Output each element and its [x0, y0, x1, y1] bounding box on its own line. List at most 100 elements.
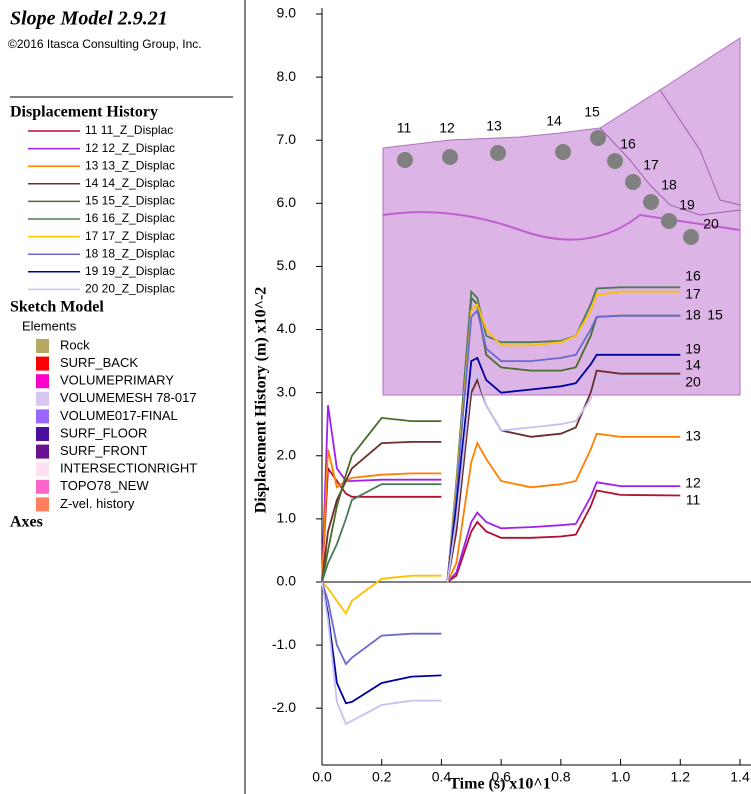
inset-label: 20: [703, 216, 719, 232]
y-tick-label: 9.0: [277, 5, 297, 21]
inset-label: 14: [546, 113, 562, 129]
slope-region: [382, 37, 741, 396]
element-label: VOLUMEPRIMARY: [60, 373, 174, 388]
inset-label: 17: [643, 157, 659, 173]
x-tick-label: 0.8: [551, 769, 571, 785]
element-swatch: [36, 374, 49, 389]
y-tick-label: 3.0: [277, 383, 297, 399]
x-tick-label: 0.6: [491, 769, 511, 785]
inset-model: [382, 37, 741, 396]
element-swatch: [36, 479, 49, 494]
inset-label: 15: [584, 104, 600, 120]
inset-label: 18: [661, 177, 677, 193]
end-label: 17: [685, 286, 701, 302]
x-tick-label: 0.0: [312, 769, 332, 785]
inset-dot: [683, 229, 699, 245]
inset-dot: [442, 149, 458, 165]
element-label: VOLUMEMESH 78-017: [60, 390, 197, 405]
inset-dot: [607, 153, 623, 169]
legend-title: Displacement History: [10, 104, 158, 121]
legend-label: 16 16_Z_Displac: [85, 211, 175, 225]
axes-label: Axes: [10, 514, 43, 531]
element-swatch: [36, 391, 49, 406]
y-tick-label: 2.0: [277, 446, 297, 462]
legend-label: 20 20_Z_Displac: [85, 282, 175, 296]
series-line: [321, 308, 681, 666]
inset-dot: [555, 144, 571, 160]
element-label: SURF_BACK: [60, 355, 138, 370]
inset-label: 12: [439, 120, 455, 136]
element-label: Z-vel. history: [60, 496, 135, 511]
y-tick-label: -2.0: [272, 699, 296, 715]
x-tick-label: 0.2: [372, 769, 392, 785]
element-swatch: [36, 409, 49, 424]
x-axis-label: Time (s) x10^1: [449, 776, 550, 793]
x-tick-label: 1.2: [671, 769, 691, 785]
inset-label: 13: [486, 118, 502, 134]
inset-dot: [590, 130, 606, 146]
y-tick-label: 7.0: [277, 131, 297, 147]
end-label: 14: [685, 357, 701, 373]
element-label: SURF_FLOOR: [60, 425, 147, 440]
end-label: 11: [686, 492, 701, 508]
slip-line: [659, 89, 741, 206]
y-tick-label: 5.0: [277, 257, 297, 273]
end-label: 20: [685, 374, 701, 390]
series-line: [321, 290, 681, 616]
inset-dot: [661, 213, 677, 229]
inset-dot: [625, 174, 641, 190]
layer-line: [382, 211, 741, 241]
inset-dot: [397, 152, 413, 168]
inset-dot: [643, 194, 659, 210]
element-swatch: [36, 462, 49, 477]
legend-label: 15 15_Z_Displac: [85, 194, 175, 208]
y-tick-label: 4.0: [277, 320, 297, 336]
app-title: Slope Model 2.9.21: [10, 8, 168, 30]
series-line: [321, 432, 681, 583]
series-line: [321, 286, 681, 583]
inset-label: 19: [679, 197, 695, 213]
element-label: SURF_FRONT: [60, 443, 147, 458]
y-tick-label: -1.0: [272, 636, 296, 652]
x-tick-label: 1.0: [611, 769, 631, 785]
element-swatch: [36, 356, 49, 371]
series-line: [321, 465, 681, 583]
end-label: 16: [685, 268, 701, 284]
end-label: 12: [685, 475, 701, 491]
element-label: INTERSECTIONRIGHT: [60, 461, 197, 476]
element-label: VOLUME017-FINAL: [60, 408, 178, 423]
inset-label: 11: [397, 120, 412, 136]
element-swatch: [36, 339, 49, 353]
element-label: TOPO78_NEW: [60, 478, 149, 493]
end-label: 13: [685, 428, 701, 444]
series-line: [321, 371, 681, 726]
elements-title: Elements: [22, 318, 77, 333]
legend-label: 17 17_Z_Displac: [85, 229, 175, 243]
end-label: 15: [707, 307, 723, 323]
element-label: Rock: [60, 337, 90, 352]
legend-label: 13 13_Z_Displac: [85, 158, 175, 172]
legend-label: 11 11_Z_Displac: [85, 123, 173, 137]
inset-dot: [490, 145, 506, 161]
x-tick-label: 0.4: [432, 769, 452, 785]
legend-label: 19 19_Z_Displac: [85, 264, 175, 278]
y-tick-label: 1.0: [277, 510, 297, 526]
end-label: 19: [685, 341, 701, 357]
legend-label: 18 18_Z_Displac: [85, 246, 175, 260]
y-tick-label: 0.0: [277, 573, 297, 589]
y-tick-label: 8.0: [277, 68, 297, 84]
element-swatch: [36, 427, 49, 441]
x-tick-label: 1.4: [730, 769, 750, 785]
sketch-title: Sketch Model: [10, 299, 104, 316]
inset-label: 16: [620, 136, 636, 152]
y-axis-label: Displacement History (m) x10^-2: [253, 287, 270, 514]
copyright: ©2016 Itasca Consulting Group, Inc.: [8, 37, 202, 51]
y-tick-label: 6.0: [277, 194, 297, 210]
legend-label: 12 12_Z_Displac: [85, 141, 175, 155]
series-line: [321, 405, 681, 583]
element-swatch: [36, 444, 49, 459]
end-label: 18: [685, 307, 701, 323]
slip-line: [599, 127, 741, 216]
legend-label: 14 14_Z_Displac: [85, 176, 175, 190]
